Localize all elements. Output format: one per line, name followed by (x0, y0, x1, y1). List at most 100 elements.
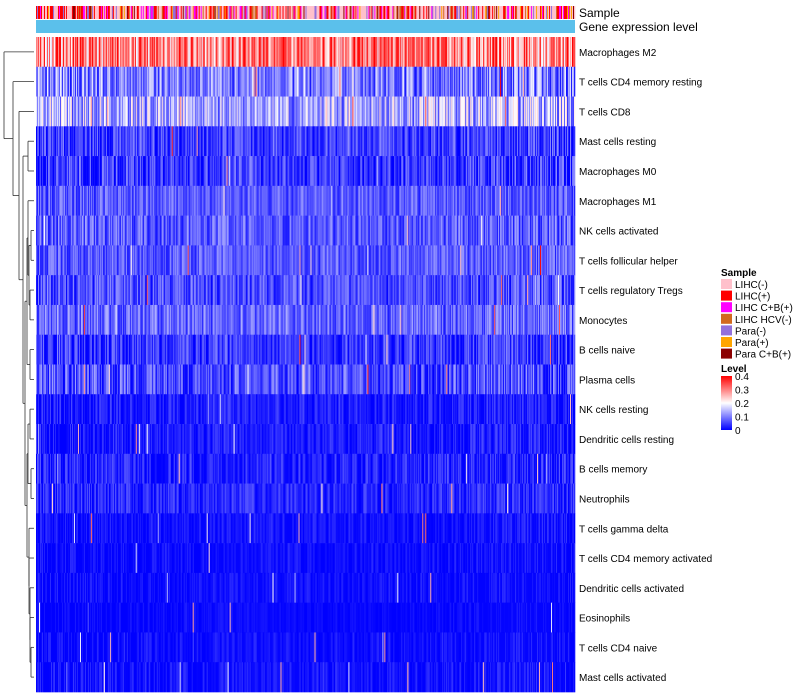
heatmap-cell (39, 37, 42, 68)
heatmap-cell (548, 96, 550, 127)
heatmap-cell (233, 37, 235, 68)
sample-annotation-cell (331, 6, 333, 19)
heatmap-cell (329, 96, 331, 127)
sample-annotation-cell (419, 6, 421, 19)
heatmap-cell (142, 37, 145, 68)
heatmap-cell (36, 126, 38, 157)
heatmap-cell (312, 96, 314, 127)
heatmap-cell (510, 96, 512, 127)
heatmap-cell (380, 96, 382, 127)
heatmap-cell (208, 126, 210, 157)
sample-annotation-cell (76, 6, 79, 19)
heatmap-cell (540, 66, 542, 97)
heatmap-cell (237, 66, 239, 97)
heatmap-cell (322, 126, 324, 157)
heatmap-cell (399, 37, 401, 68)
heatmap-cell (155, 96, 158, 127)
heatmap-cell (158, 96, 161, 127)
heatmap-cell (84, 126, 87, 157)
heatmap-cell (394, 126, 396, 157)
heatmap-cell (88, 66, 91, 97)
heatmap-cell (491, 66, 493, 97)
heatmap-cell (298, 96, 300, 127)
sample-annotation-cell (59, 6, 62, 19)
heatmap-cell (348, 126, 350, 157)
heatmap-cell (267, 126, 269, 157)
heatmap-cell (432, 37, 434, 68)
heatmap-cell (357, 126, 359, 157)
sample-annotation-cell (348, 6, 350, 19)
heatmap-cell (291, 66, 293, 97)
sample-annotation-cell (46, 6, 49, 19)
heatmap-cell (190, 37, 193, 68)
heatmap-cell (500, 96, 502, 127)
heatmap-cell (108, 66, 111, 97)
heatmap-cell (366, 37, 368, 68)
heatmap-cell (507, 37, 509, 68)
heatmap-cell (284, 37, 286, 68)
heatmap-cell (97, 66, 100, 97)
heatmap-cell (427, 96, 429, 127)
heatmap-cell (284, 66, 286, 97)
heatmap-cell (148, 66, 151, 97)
heatmap-cell (39, 96, 42, 127)
heatmap-cell (397, 66, 399, 97)
heatmap-cell (571, 66, 573, 97)
heatmap-cell (117, 66, 120, 97)
heatmap-cell (156, 126, 159, 157)
sample-annotation-cell (73, 6, 76, 19)
heatmap-cell (292, 37, 294, 68)
heatmap-cell (194, 126, 197, 157)
sample-annotation-cell (41, 6, 44, 19)
sample-annotation-cell (385, 6, 387, 19)
heatmap-cell (83, 66, 86, 97)
expression-level-bar (36, 20, 575, 33)
heatmap-cell (324, 126, 326, 157)
heatmap-cell (247, 66, 249, 97)
heatmap-cell (387, 37, 389, 68)
heatmap-cell (528, 96, 530, 127)
sample-annotation-cell (199, 6, 201, 19)
heatmap-cell (294, 96, 296, 127)
heatmap-cell (525, 96, 527, 127)
sample-annotation-cell (475, 6, 477, 19)
sample-annotation-cell (124, 6, 127, 19)
sample-annotation-cell (426, 6, 428, 19)
heatmap-cell (128, 126, 131, 157)
heatmap-cell (324, 37, 326, 68)
heatmap-cell (407, 126, 409, 157)
heatmap-cell (158, 126, 161, 157)
heatmap-cell (144, 66, 147, 97)
heatmap-cell (246, 37, 248, 68)
heatmap-cell (490, 37, 492, 68)
heatmap-cell (485, 37, 487, 68)
sample-annotation-cell (222, 6, 224, 19)
sample-annotation-cell (441, 6, 443, 19)
heatmap-cell (199, 37, 201, 68)
heatmap-cell (213, 66, 215, 97)
heatmap-cell (312, 37, 314, 68)
heatmap-cell (161, 66, 164, 97)
heatmap-cell (257, 96, 259, 127)
heatmap-cell (315, 126, 317, 157)
heatmap-cell (131, 37, 134, 68)
sample-annotation-cell (570, 6, 572, 19)
heatmap-cell (510, 37, 512, 68)
heatmap-cell (573, 66, 575, 97)
heatmap-cell (393, 96, 395, 127)
heatmap-cell (374, 66, 376, 97)
heatmap-cell (315, 37, 317, 68)
heatmap-cell (172, 37, 175, 68)
heatmap-cell (420, 96, 422, 127)
sample-annotation-cell (408, 6, 410, 19)
sample-annotation-cell (113, 6, 116, 19)
sample-annotation-cell (309, 6, 311, 19)
heatmap-cell (503, 96, 505, 127)
heatmap-cell (65, 96, 68, 127)
heatmap-cell (263, 126, 265, 157)
sample-annotation-cell (39, 6, 42, 19)
heatmap-cell (310, 37, 312, 68)
heatmap-cell (64, 37, 67, 68)
sample-annotation-cell (286, 6, 288, 19)
heatmap-cell (133, 126, 136, 157)
